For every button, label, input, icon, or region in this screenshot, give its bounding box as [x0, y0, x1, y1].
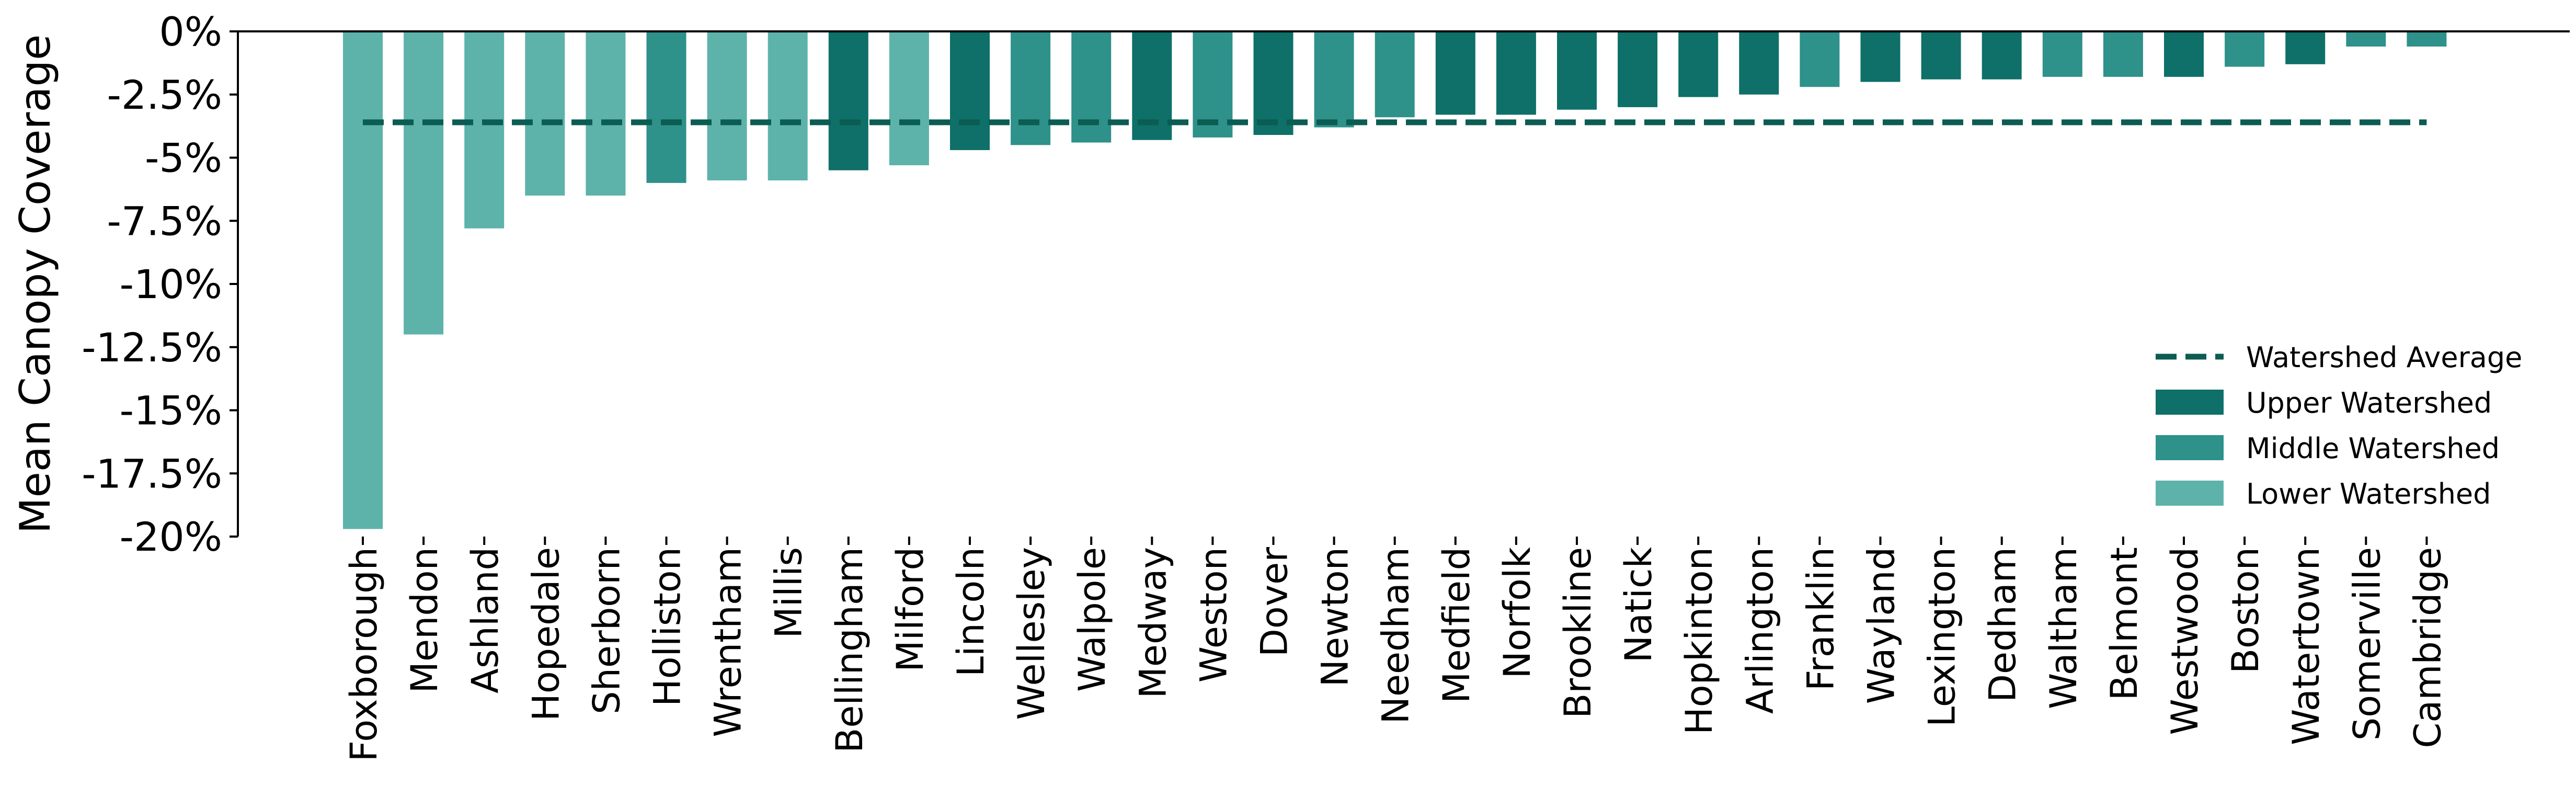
x-tick-label: Belmont: [2103, 547, 2146, 700]
x-tick-label: Mendon: [403, 547, 446, 693]
bar-waltham: [2042, 31, 2082, 77]
legend-swatch: [2156, 390, 2224, 415]
axes: 0%-2.5%-5%-7.5%-10%-12.5%-15%-17.5%-20% …: [11, 8, 2570, 761]
x-tick-label: Newton: [1314, 547, 1357, 687]
x-tick-label: Brookline: [1556, 547, 1599, 719]
x-tick-label: Boston: [2224, 547, 2267, 674]
bar-lincoln: [950, 31, 990, 151]
x-tick-label: Weston: [1192, 547, 1235, 682]
bar-milford: [889, 31, 929, 165]
bar-wayland: [1860, 31, 1900, 82]
y-tick-label: -7.5%: [107, 198, 222, 244]
bar-needham: [1375, 31, 1415, 118]
y-tick-label: -12.5%: [82, 324, 222, 371]
bar-bellingham: [828, 31, 868, 170]
x-tick-label: Lexington: [1921, 547, 1964, 727]
bar-boston: [2225, 31, 2265, 67]
y-tick-label: -10%: [120, 261, 222, 308]
bar-foxborough: [343, 31, 383, 529]
y-ticks: 0% -2.5% -5% -7.5% -10% -12.5% -15% -17.5% -20%: [82, 8, 238, 560]
y-axis-label: Mean Canopy Coverage: [11, 35, 60, 534]
x-tick-label: Needham: [1375, 547, 1417, 724]
x-tick-label: Wellesley: [1010, 547, 1053, 720]
bar-hopedale: [525, 31, 565, 196]
plot-area: [343, 31, 2447, 529]
legend: Watershed Average Upper Watershed Middle W…: [2156, 341, 2522, 510]
bar-cambridge: [2407, 31, 2447, 47]
legend-label: Upper Watershed: [2246, 386, 2492, 419]
bar-mendon: [404, 31, 444, 335]
x-tick-label: Norfolk: [1496, 547, 1539, 679]
bar-belmont: [2103, 31, 2143, 77]
x-tick-label: Wrentham: [707, 547, 750, 737]
y-tick-label: -5%: [145, 135, 222, 181]
x-tick-label: Walpole: [1071, 547, 1114, 692]
x-tick-label: Hopkinton: [1678, 547, 1721, 735]
y-tick-label: -17.5%: [82, 450, 222, 497]
bar-wrentham: [707, 31, 747, 180]
x-tick-label: Medfield: [1435, 547, 1478, 703]
x-tick-label: Hopedale: [524, 547, 567, 721]
bar-dover: [1253, 31, 1293, 135]
bar-franklin: [1800, 31, 1840, 87]
x-tick-label: Foxborough: [342, 547, 385, 761]
bar-dedham: [1982, 31, 2022, 79]
bar-millis: [768, 31, 808, 180]
y-tick-label: -20%: [120, 514, 222, 560]
x-tick-label: Bellingham: [828, 547, 871, 753]
x-tick-label: Ashland: [464, 547, 507, 693]
x-tick-label: Millis: [768, 547, 810, 639]
bar-norfolk: [1496, 31, 1536, 115]
x-tick-label: Westwood: [2163, 547, 2206, 735]
bar-natick: [1618, 31, 1658, 107]
legend-swatch: [2156, 481, 2224, 506]
bar-walpole: [1071, 31, 1112, 143]
bar-medfield: [1435, 31, 1475, 115]
bar-hopkinton: [1678, 31, 1719, 97]
x-tick-label: Holliston: [646, 547, 689, 707]
y-tick-label: 0%: [159, 8, 222, 55]
bar-lexington: [1921, 31, 1961, 79]
x-tick-label: Natick: [1617, 547, 1660, 663]
bar-arlington: [1739, 31, 1779, 95]
bar-newton: [1314, 31, 1354, 128]
legend-label: Lower Watershed: [2246, 477, 2491, 510]
x-tick-label: Watertown: [2285, 547, 2328, 745]
x-tick-label: Franklin: [1799, 547, 1842, 691]
bar-ashland: [464, 31, 505, 229]
y-tick-label: -2.5%: [107, 72, 222, 118]
x-tick-label: Dover: [1253, 547, 1296, 657]
bar-holliston: [646, 31, 686, 183]
x-tick-label: Dedham: [1982, 547, 2024, 702]
bar-somerville: [2346, 31, 2386, 47]
x-tick-label: Medway: [1131, 547, 1174, 698]
x-tick-label: Wayland: [1860, 547, 1903, 704]
x-tick-label: Milford: [889, 547, 932, 672]
legend-label: Watershed Average: [2246, 341, 2522, 374]
bar-brookline: [1557, 31, 1597, 110]
bar-wellesley: [1011, 31, 1051, 145]
x-tick-label: Sherborn: [585, 547, 628, 714]
legend-swatch: [2156, 435, 2224, 460]
bar-sherborn: [586, 31, 626, 196]
x-tick-label: Waltham: [2042, 547, 2085, 709]
y-tick-label: -15%: [120, 388, 222, 434]
x-tick-label: Somerville: [2345, 547, 2388, 741]
x-tick-label: Lincoln: [949, 547, 992, 677]
x-ticks: Foxborough Mendon Ashland Hopedale Sherborn H…: [342, 537, 2449, 761]
x-tick-label: Arlington: [1738, 547, 1781, 714]
bar-westwood: [2164, 31, 2204, 77]
bar-watertown: [2285, 31, 2326, 64]
x-tick-label: Cambridge: [2406, 547, 2449, 748]
legend-label: Middle Watershed: [2246, 432, 2500, 465]
